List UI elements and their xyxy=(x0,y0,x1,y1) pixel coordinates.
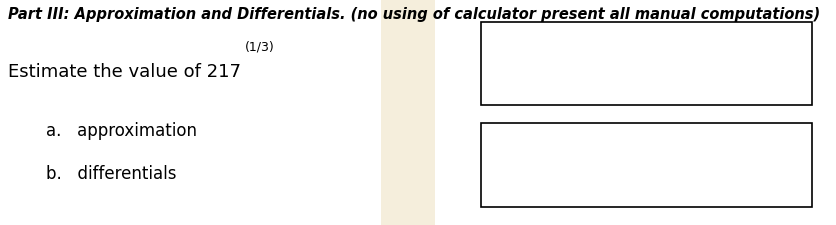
Bar xyxy=(481,124,811,207)
Text: a.   approximation: a. approximation xyxy=(46,122,196,140)
Bar xyxy=(380,0,435,225)
Text: (1/3): (1/3) xyxy=(245,40,275,54)
Text: Estimate the value of 217: Estimate the value of 217 xyxy=(8,63,241,81)
Text: b.   differentials: b. differentials xyxy=(46,164,176,182)
Bar xyxy=(481,22,811,106)
Text: Part III: Approximation and Differentials. (no using of calculator present all m: Part III: Approximation and Differential… xyxy=(8,7,819,22)
